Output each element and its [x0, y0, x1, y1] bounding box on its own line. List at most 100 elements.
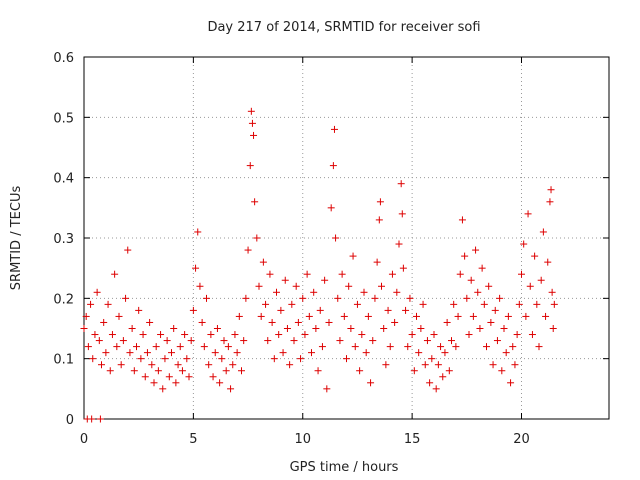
data-point: [399, 264, 407, 272]
data-point: [218, 355, 226, 363]
y-tick-label: 0.3: [53, 232, 74, 247]
data-point: [547, 186, 555, 194]
data-point: [336, 337, 344, 345]
data-point: [84, 343, 92, 351]
data-point: [393, 288, 401, 296]
data-point: [432, 385, 440, 393]
data-point: [340, 312, 348, 320]
data-point: [347, 325, 355, 332]
y-tick-label: 0.4: [53, 172, 74, 187]
data-point: [266, 270, 274, 278]
data-point: [353, 300, 361, 308]
data-point: [286, 361, 294, 369]
data-point: [397, 180, 405, 188]
data-point: [198, 318, 206, 326]
data-point: [279, 349, 287, 357]
data-point: [437, 343, 445, 351]
data-point: [500, 325, 508, 332]
data-point: [273, 288, 280, 296]
data-point: [310, 288, 318, 296]
data-point: [360, 288, 368, 296]
y-axis-label: SRMTID / TECUs: [9, 186, 24, 291]
data-point: [89, 355, 97, 363]
data-points: [80, 107, 558, 423]
data-point: [117, 361, 125, 369]
data-point: [467, 276, 475, 284]
data-point: [371, 294, 379, 302]
data-point: [91, 331, 99, 339]
data-point: [480, 300, 488, 308]
data-point: [108, 331, 116, 339]
plot-frame: [83, 56, 610, 420]
data-point: [375, 216, 383, 224]
data-point: [168, 349, 175, 357]
data-point: [80, 325, 88, 332]
data-point: [472, 246, 480, 254]
data-point: [244, 246, 252, 254]
data-point: [327, 204, 335, 212]
data-point: [141, 373, 149, 381]
data-point: [537, 276, 545, 284]
data-point: [398, 210, 406, 218]
x-tick-label: 10: [294, 432, 311, 447]
data-point: [87, 300, 95, 308]
data-point: [441, 349, 449, 357]
data-point: [434, 361, 442, 369]
data-point: [533, 300, 541, 308]
data-point: [378, 282, 385, 290]
data-point: [312, 325, 320, 332]
data-point: [498, 367, 506, 375]
data-point: [384, 306, 392, 314]
data-point: [469, 312, 477, 320]
data-point: [174, 361, 182, 369]
data-point: [314, 367, 322, 375]
data-point: [95, 337, 103, 345]
grid-lines: [84, 57, 609, 419]
data-point: [445, 367, 453, 375]
data-point: [181, 331, 189, 339]
data-point: [248, 119, 256, 127]
data-point: [111, 270, 119, 278]
data-point: [294, 318, 302, 326]
data-point: [478, 264, 486, 272]
data-point: [535, 343, 543, 351]
data-point: [376, 198, 384, 206]
data-point: [358, 331, 366, 339]
data-point: [200, 343, 208, 351]
data-point: [124, 246, 132, 254]
data-point: [351, 343, 359, 351]
data-point: [159, 385, 167, 393]
data-point: [189, 306, 197, 314]
data-point: [251, 198, 259, 206]
data-point: [270, 355, 278, 363]
data-point: [301, 331, 309, 339]
data-point: [220, 337, 228, 345]
data-point: [531, 252, 539, 260]
data-point: [345, 282, 353, 290]
data-point: [305, 312, 313, 320]
data-point: [334, 294, 342, 302]
data-point: [100, 318, 108, 326]
data-point: [262, 300, 270, 308]
data-point: [297, 355, 305, 363]
data-point: [362, 349, 370, 357]
data-point: [476, 325, 484, 332]
data-point: [96, 415, 104, 423]
data-point: [349, 252, 357, 260]
data-point: [299, 294, 307, 302]
data-point: [242, 294, 250, 302]
x-axis-label: GPS time / hours: [290, 460, 399, 475]
data-point: [386, 343, 394, 351]
data-point: [332, 234, 340, 242]
data-point: [161, 355, 169, 363]
data-point: [539, 228, 547, 236]
data-point: [417, 325, 425, 332]
data-point: [410, 367, 418, 375]
data-point: [205, 361, 213, 369]
data-point: [128, 325, 136, 332]
data-point: [550, 300, 558, 308]
data-point: [518, 270, 525, 278]
data-point: [524, 210, 532, 218]
data-point: [253, 234, 261, 242]
data-point: [388, 270, 396, 278]
